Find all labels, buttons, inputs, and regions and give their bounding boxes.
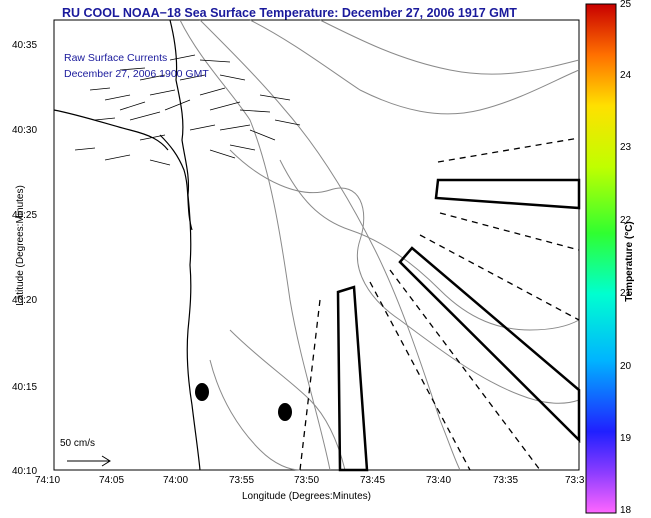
colorbar-tick: 24 xyxy=(620,70,632,81)
y-tick: 40:20 xyxy=(12,295,38,306)
x-tick: 74:00 xyxy=(163,475,189,486)
colorbar-tick: 20 xyxy=(620,361,632,372)
y-axis-title: Latitude (Degrees:Minutes) xyxy=(14,185,26,306)
x-tick: 73:45 xyxy=(360,475,386,486)
x-tick: 73:40 xyxy=(426,475,452,486)
x-tick: 73:35 xyxy=(493,475,519,486)
colorbar-tick: 18 xyxy=(620,505,632,516)
station-marker xyxy=(195,383,209,401)
x-tick: 73:50 xyxy=(294,475,320,486)
y-tick: 40:25 xyxy=(12,210,38,221)
bathymetry-contours xyxy=(179,19,580,471)
y-tick: 40:30 xyxy=(12,125,38,136)
legend-line-2: December 27, 2006 1900 GMT xyxy=(64,68,209,80)
y-tick: 40:15 xyxy=(12,382,38,393)
scale-arrow xyxy=(67,455,111,467)
colorbar-tick: 22 xyxy=(620,215,632,226)
colorbar-title: Temperature (°C) xyxy=(623,221,635,302)
station-marker xyxy=(278,403,292,421)
coverage-polygons xyxy=(336,178,581,472)
sector-lines xyxy=(299,137,580,471)
y-tick: 40:10 xyxy=(12,466,38,477)
colorbar-tick: 21 xyxy=(620,288,632,299)
current-vectors xyxy=(74,54,301,166)
x-tick: 73:3 xyxy=(565,475,585,486)
colorbar xyxy=(585,3,617,514)
x-axis-title: Longitude (Degrees:Minutes) xyxy=(242,491,371,502)
x-tick: 74:10 xyxy=(35,475,61,486)
x-tick: 74:05 xyxy=(99,475,125,486)
colorbar-tick: 23 xyxy=(620,142,632,153)
legend-line-1: Raw Surface Currents xyxy=(64,52,168,64)
colorbar-tick: 19 xyxy=(620,433,632,444)
x-tick: 73:55 xyxy=(229,475,255,486)
scale-arrow-label: 50 cm/s xyxy=(60,438,96,449)
y-tick: 40:35 xyxy=(12,40,38,51)
map-frame xyxy=(53,19,580,471)
coastline xyxy=(53,19,201,471)
colorbar-tick: 25 xyxy=(620,0,632,10)
figure-title: RU COOL NOAA−18 Sea Surface Temperature:… xyxy=(62,6,517,20)
